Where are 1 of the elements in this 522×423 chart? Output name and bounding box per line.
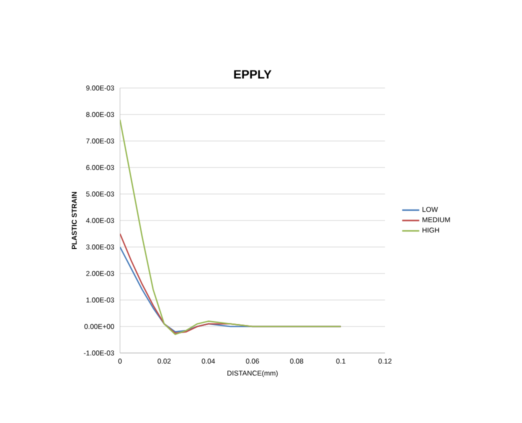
chart-title: EPPLY xyxy=(234,70,272,78)
